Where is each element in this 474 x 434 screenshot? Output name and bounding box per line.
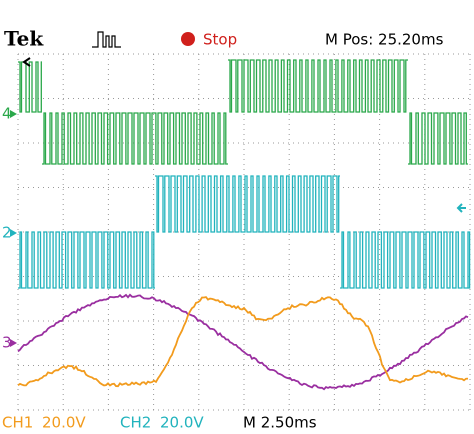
ch1-label: CH1 xyxy=(2,414,33,432)
brand: Tek xyxy=(4,27,44,51)
stop-indicator xyxy=(181,32,195,46)
ch2-label: CH2 xyxy=(120,414,151,432)
screen xyxy=(18,54,470,410)
ch1-scale: 20.0V xyxy=(42,414,86,432)
timebase: M 2.50ms xyxy=(243,414,317,432)
run-status: Stop xyxy=(203,31,237,49)
oscilloscope-screen: Tek Stop M Pos: 25.20ms 4 2 3 CH1 20.0V … xyxy=(0,0,474,434)
horizontal-position: M Pos: 25.20ms xyxy=(325,31,444,49)
ch2-scale: 20.0V xyxy=(160,414,204,432)
